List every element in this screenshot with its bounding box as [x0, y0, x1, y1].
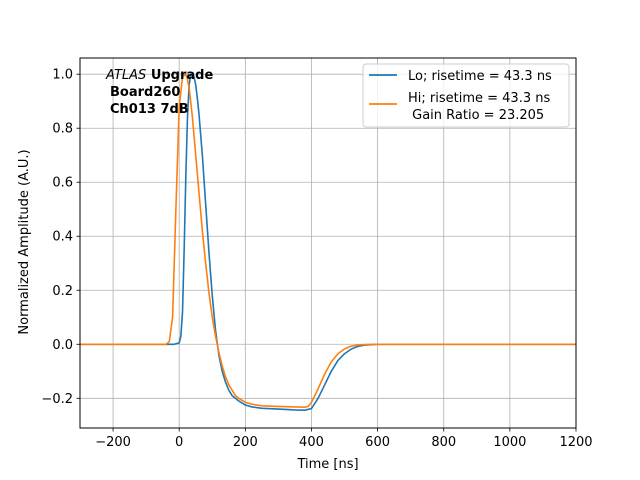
- legend: Lo; risetime = 43.3 ns Hi; risetime = 43…: [362, 63, 570, 128]
- x-tick-label: −200: [95, 435, 131, 450]
- x-tick-label: 1000: [493, 435, 526, 450]
- x-axis-label: Time [ns]: [296, 457, 358, 472]
- x-tick-label: 0: [175, 435, 183, 450]
- y-axis-label: Normalized Amplitude (A.U.): [17, 149, 32, 334]
- y-tick-label: 0.6: [52, 176, 73, 191]
- series-line-hi: [80, 73, 576, 408]
- y-tick-label: 0.4: [52, 230, 73, 245]
- y-tick-label: 0.0: [52, 338, 73, 353]
- series-layer: [80, 73, 576, 411]
- legend-entry-hi: Hi; risetime = 43.3 ns Gain Ratio = 23.2…: [408, 91, 550, 123]
- legend-entry-lo: Lo; risetime = 43.3 ns: [408, 69, 552, 84]
- annotation-board: Board260: [110, 85, 180, 100]
- y-tick-label: 0.8: [52, 122, 73, 137]
- legend-box: [362, 63, 570, 128]
- plot-frame: [79, 57, 577, 429]
- x-tick-label: 400: [299, 435, 324, 450]
- ticks: −200 0 200 400 600 800 1000 1200 −0.2 0.0 0.2 0.4 0.…: [41, 68, 592, 450]
- x-tick-label: 600: [365, 435, 390, 450]
- y-tick-label: 0.2: [52, 284, 73, 299]
- y-tick-label: 1.0: [52, 68, 73, 83]
- series-line-lo: [80, 73, 576, 411]
- annotation-channel: Ch013 7dB: [110, 102, 189, 117]
- x-tick-label: 200: [233, 435, 258, 450]
- x-tick-label: 1200: [559, 435, 592, 450]
- annotation-atlas: ATLAS: [105, 68, 146, 83]
- annotation-upgrade: Upgrade: [151, 68, 214, 83]
- atlas-annotation: ATLAS Upgrade Board260 Ch013 7dB: [105, 68, 213, 117]
- svg-text:ATLAS Upgrade: ATLAS Upgrade: [105, 68, 213, 83]
- y-tick-label: −0.2: [41, 392, 73, 407]
- x-tick-label: 800: [431, 435, 456, 450]
